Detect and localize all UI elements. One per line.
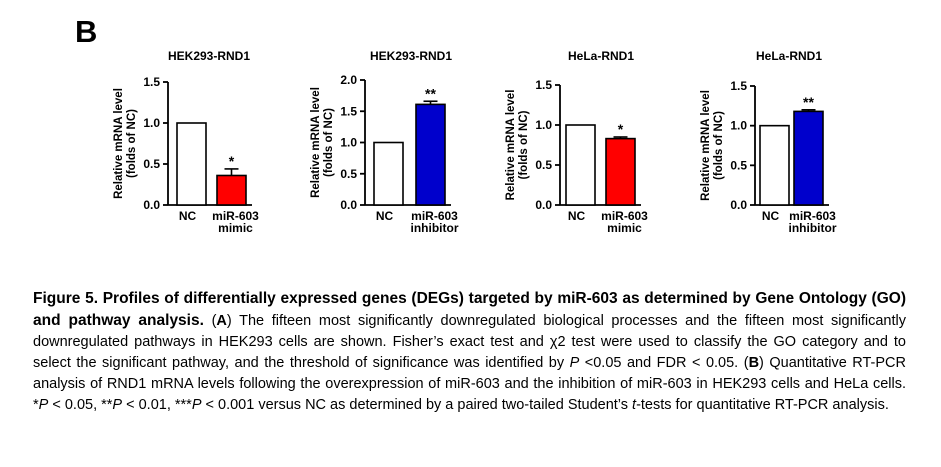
y-tick-label: 0.0 — [535, 198, 552, 212]
y-tick-label: 0.0 — [340, 198, 357, 212]
caption-segment: P — [112, 397, 123, 413]
chart-title: HeLa-RND1 — [756, 49, 822, 63]
y-tick-label: 1.0 — [143, 116, 160, 130]
y-axis-label: Relative mRNA level — [310, 87, 322, 198]
x-category-label: inhibitor — [411, 221, 459, 235]
x-category-label: mimic — [218, 221, 253, 235]
significance-marker: ** — [425, 85, 436, 101]
y-tick-label: 1.5 — [143, 75, 160, 89]
y-axis-label: (folds of NC) — [323, 108, 335, 177]
y-axis-label: (folds of NC) — [713, 111, 725, 180]
chart-3: HeLa-RND1 Relative mRNA level (folds of NC… — [505, 49, 648, 235]
y-tick-label: 1.0 — [340, 136, 357, 150]
significance-marker: * — [618, 121, 624, 137]
bar — [759, 124, 790, 206]
y-tick-label: 0.5 — [730, 158, 747, 172]
significance-marker: * — [229, 153, 235, 169]
panel-label: B — [75, 14, 98, 49]
bar — [565, 124, 596, 206]
caption-segment: t — [632, 397, 637, 413]
y-tick-label: 1.5 — [535, 78, 552, 92]
y-tick-label: 0.5 — [143, 157, 160, 171]
y-tick-label: 0.5 — [340, 167, 357, 181]
x-category-label: miR-603 — [789, 209, 836, 223]
y-axis-label: (folds of NC) — [518, 110, 530, 179]
x-category-label: inhibitor — [789, 221, 837, 235]
x-category-label: miR-603 — [411, 209, 458, 223]
y-axis-label: (folds of NC) — [126, 109, 138, 178]
caption-segment: ( — [203, 313, 217, 329]
caption-body: (A) The fifteen most significantly downr… — [33, 313, 906, 413]
chart-2: HEK293-RND1 Relative mRNA level (folds of … — [310, 49, 459, 235]
x-category-label: NC — [179, 209, 197, 223]
y-axis-label: Relative mRNA level — [700, 90, 712, 201]
bar — [176, 122, 207, 206]
chart-1: HEK293-RND1 Relative mRNA level (folds of … — [113, 49, 259, 235]
x-category-label: NC — [568, 209, 586, 223]
chart-title: HEK293-RND1 — [168, 49, 250, 63]
bar — [415, 103, 446, 206]
x-category-label: miR-603 — [212, 209, 259, 223]
bar — [373, 141, 404, 206]
chart-title: HeLa-RND1 — [568, 49, 634, 63]
caption-segment: <0.05 and FDR < 0.05. ( — [579, 355, 749, 371]
bar — [216, 174, 247, 206]
y-tick-label: 1.5 — [730, 79, 747, 93]
x-category-label: NC — [762, 209, 780, 223]
x-category-label: miR-603 — [601, 209, 648, 223]
y-tick-label: 0.5 — [535, 158, 552, 172]
y-axis-label: Relative mRNA level — [113, 88, 125, 199]
caption-segment: < 0.05, ** — [48, 397, 113, 413]
chart-title: HEK293-RND1 — [370, 49, 452, 63]
y-tick-label: 0.0 — [143, 198, 160, 212]
chart-4: HeLa-RND1 Relative mRNA level (folds of NC… — [700, 49, 837, 235]
y-tick-label: 1.0 — [535, 118, 552, 132]
y-tick-label: 1.5 — [340, 104, 357, 118]
caption-segment: ) Quantitative RT-PCR analysis of RND1 m… — [33, 355, 906, 413]
caption-segment: B — [748, 355, 760, 371]
y-tick-label: 1.0 — [730, 119, 747, 133]
bar — [793, 110, 824, 206]
caption-segment: P — [191, 397, 202, 413]
caption-segment: ) The fifteen most significantly downreg… — [33, 313, 906, 371]
caption-segment: < 0.001 versus NC as determined by a pai… — [201, 397, 633, 413]
y-tick-label: 0.0 — [730, 198, 747, 212]
bar — [605, 137, 636, 206]
y-tick-label: 2.0 — [340, 73, 357, 87]
figure-caption: Figure 5. Profiles of differentially exp… — [33, 288, 906, 416]
caption-segment: -tests for quantitative RT-PCR analysis. — [636, 397, 889, 413]
caption-segment: A — [216, 313, 227, 329]
caption-segment: < 0.01, *** — [122, 397, 192, 413]
caption-segment: P — [38, 397, 49, 413]
x-category-label: mimic — [607, 221, 642, 235]
x-category-label: NC — [376, 209, 394, 223]
y-axis-label: Relative mRNA level — [505, 90, 517, 201]
caption-lead: Figure 5. Profiles of differentially exp… — [33, 290, 906, 329]
significance-marker: ** — [803, 94, 814, 110]
caption-segment: P — [569, 355, 580, 371]
